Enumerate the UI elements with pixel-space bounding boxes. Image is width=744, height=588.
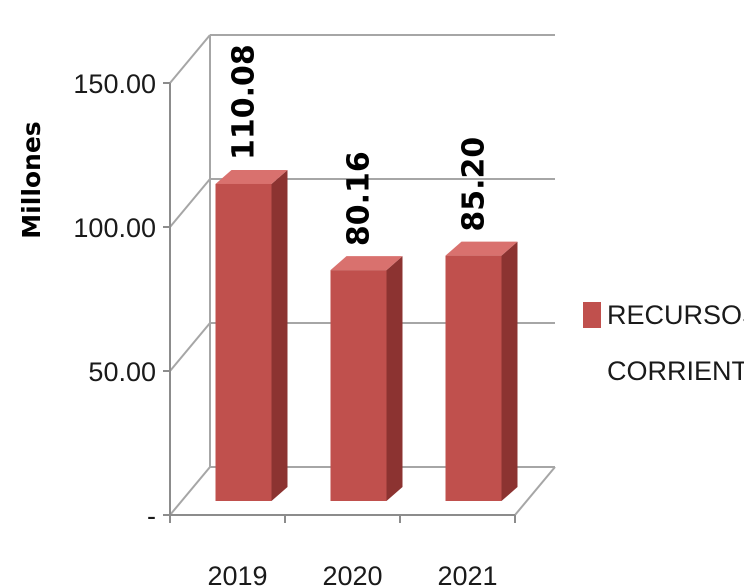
bar-top [445,241,518,256]
y-tick-label: 100.00 [73,213,156,243]
data-label: 85.20 [457,137,492,232]
gridline-side [169,178,211,228]
legend: RECURSOS CORRIENT.. [583,300,744,386]
x-category-label: 2021 [437,561,497,588]
bar [215,183,272,501]
bar-top [330,256,403,271]
y-axis-title: Millones [17,121,46,238]
x-category-label: 2020 [322,561,382,588]
data-label: 110.08 [227,44,262,160]
floor-edge [514,466,556,516]
bar-top [215,169,288,184]
legend-swatch [583,302,601,328]
gridline-side [169,322,211,372]
x-category-label: 2019 [207,561,267,588]
y-tick-label: 50.00 [88,357,156,387]
bar [330,270,387,501]
legend-label-line-2: CORRIENT.. [607,356,744,386]
y-tick-label: 150.00 [73,69,156,99]
bars [215,169,518,501]
bar-side [271,169,288,501]
bar [445,255,502,501]
y-tick-label: - [147,501,156,531]
axes [163,82,516,523]
labels: - 50.00 100.00 150.00 110.08 2019 80.16 2020 85.… [73,44,497,588]
legend-label-line-1: RECURSOS [607,300,744,330]
data-label: 80.16 [342,151,377,246]
bar-side [501,241,518,501]
gridline-side [169,34,211,84]
gridline-side [169,466,211,516]
bar-side [386,256,403,501]
